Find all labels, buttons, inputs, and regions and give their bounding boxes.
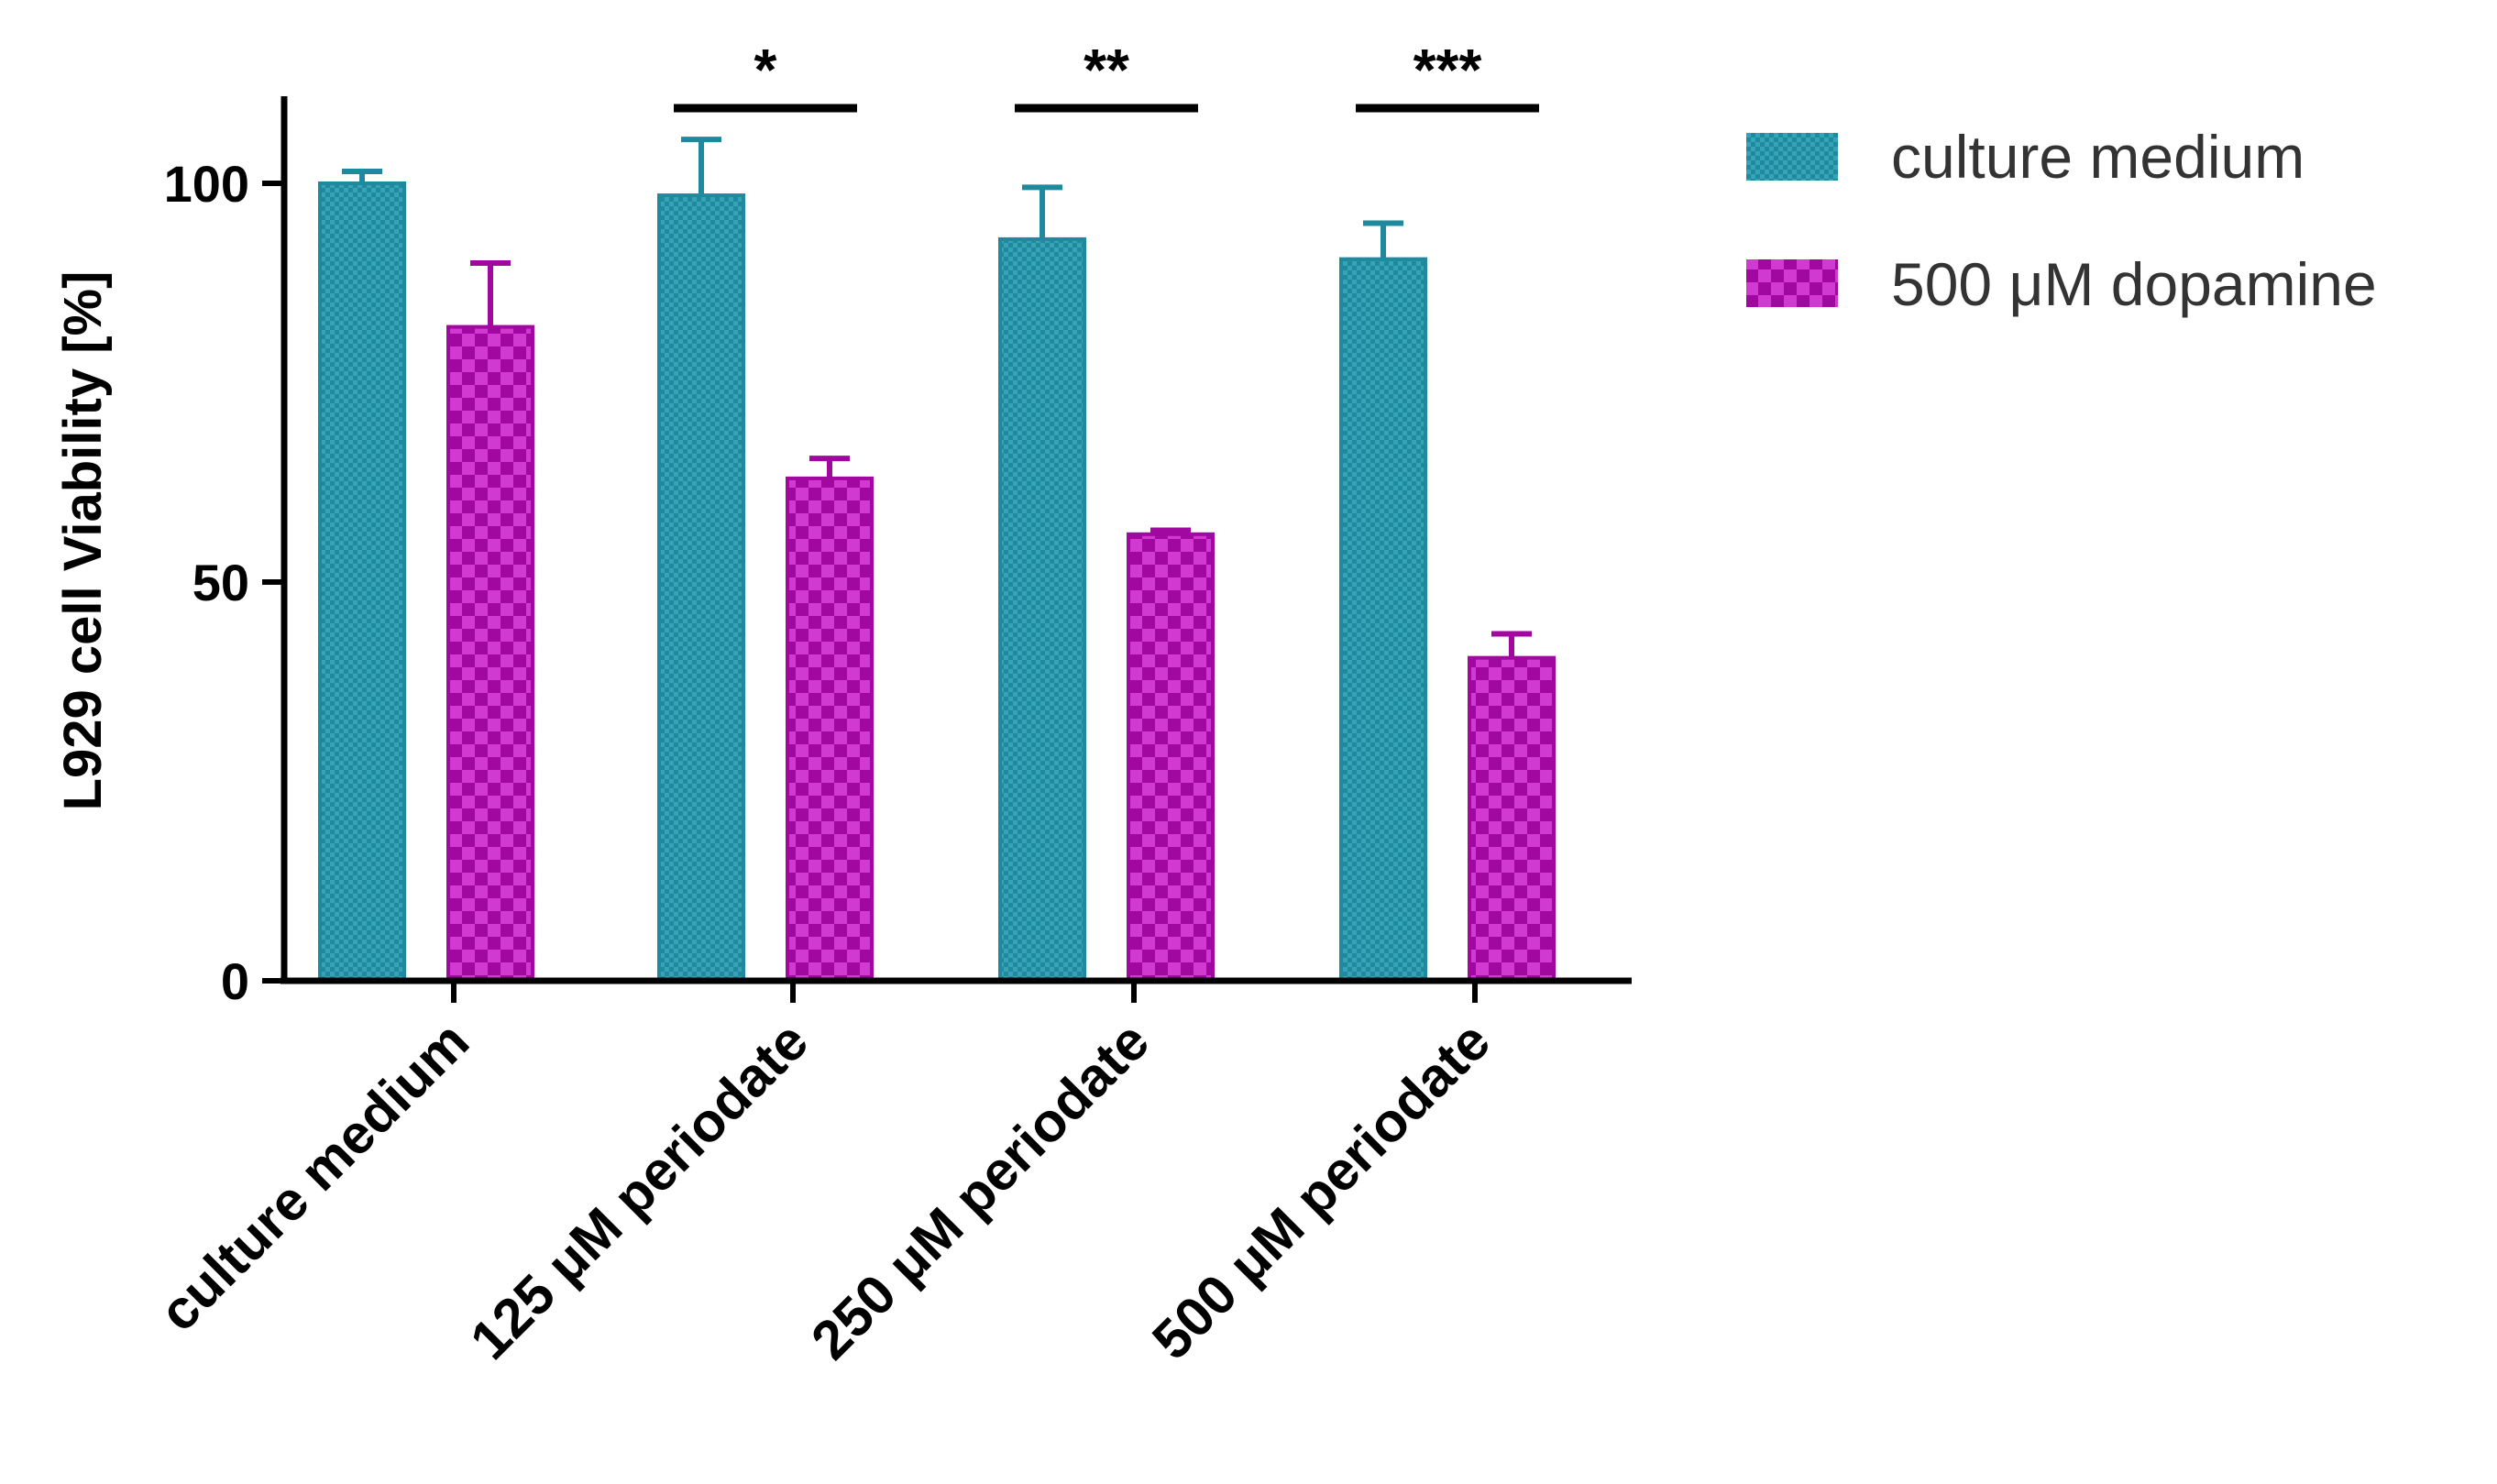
legend-label-dopamine: 500 μM dopamine — [1891, 250, 2377, 318]
bar-dopamine-2 — [1127, 532, 1215, 983]
legend: culture medium 500 μM dopamine — [1746, 123, 2377, 318]
significance-label-2: ** — [1084, 37, 1129, 103]
error-bar-dopamine-2 — [1150, 527, 1191, 534]
error-bar-dopamine-3 — [1491, 631, 1532, 658]
significance-label-3: *** — [1414, 37, 1482, 103]
x-category-label-3: 500 μM periodate — [1140, 1010, 1502, 1371]
y-ticks-layer: 0 50 100 — [164, 155, 284, 1010]
significance-layer: * ** *** — [674, 37, 1539, 113]
bars-layer — [318, 181, 1556, 984]
significance-bracket-3: *** — [1356, 37, 1539, 113]
error-bar-culture-medium-3 — [1363, 220, 1403, 259]
significance-label-1: * — [754, 37, 777, 103]
bar-culture-medium-3 — [1339, 257, 1427, 983]
legend-label-culture-medium: culture medium — [1891, 123, 2304, 191]
bar-dopamine-3 — [1468, 655, 1556, 984]
error-bar-culture-medium-1 — [681, 137, 721, 196]
y-tick-label-0: 0 — [221, 952, 249, 1010]
error-bar-culture-medium-2 — [1022, 184, 1062, 239]
x-category-label-1: 125 μM periodate — [458, 1010, 820, 1371]
x-category-label-0: culture medium — [148, 1010, 480, 1343]
y-axis-title: L929 cell Viability [%] — [53, 271, 113, 811]
significance-bracket-1: * — [674, 37, 857, 113]
significance-bracket-2: ** — [1015, 37, 1198, 113]
bar-culture-medium-2 — [998, 236, 1086, 983]
error-bar-dopamine-0 — [470, 260, 511, 327]
bar-culture-medium-1 — [657, 193, 745, 984]
legend-swatch-culture-medium — [1746, 133, 1838, 181]
bar-culture-medium-0 — [318, 181, 406, 983]
bar-dopamine-0 — [446, 324, 534, 984]
y-tick-label-100: 100 — [164, 155, 249, 213]
x-category-label-2: 250 μM periodate — [799, 1010, 1160, 1371]
error-bar-culture-medium-0 — [342, 168, 382, 183]
error-bar-dopamine-1 — [809, 456, 850, 478]
y-tick-label-50: 50 — [192, 554, 249, 611]
legend-swatch-dopamine — [1746, 259, 1838, 307]
bar-dopamine-1 — [786, 476, 874, 983]
error-bars-layer — [342, 137, 1532, 658]
